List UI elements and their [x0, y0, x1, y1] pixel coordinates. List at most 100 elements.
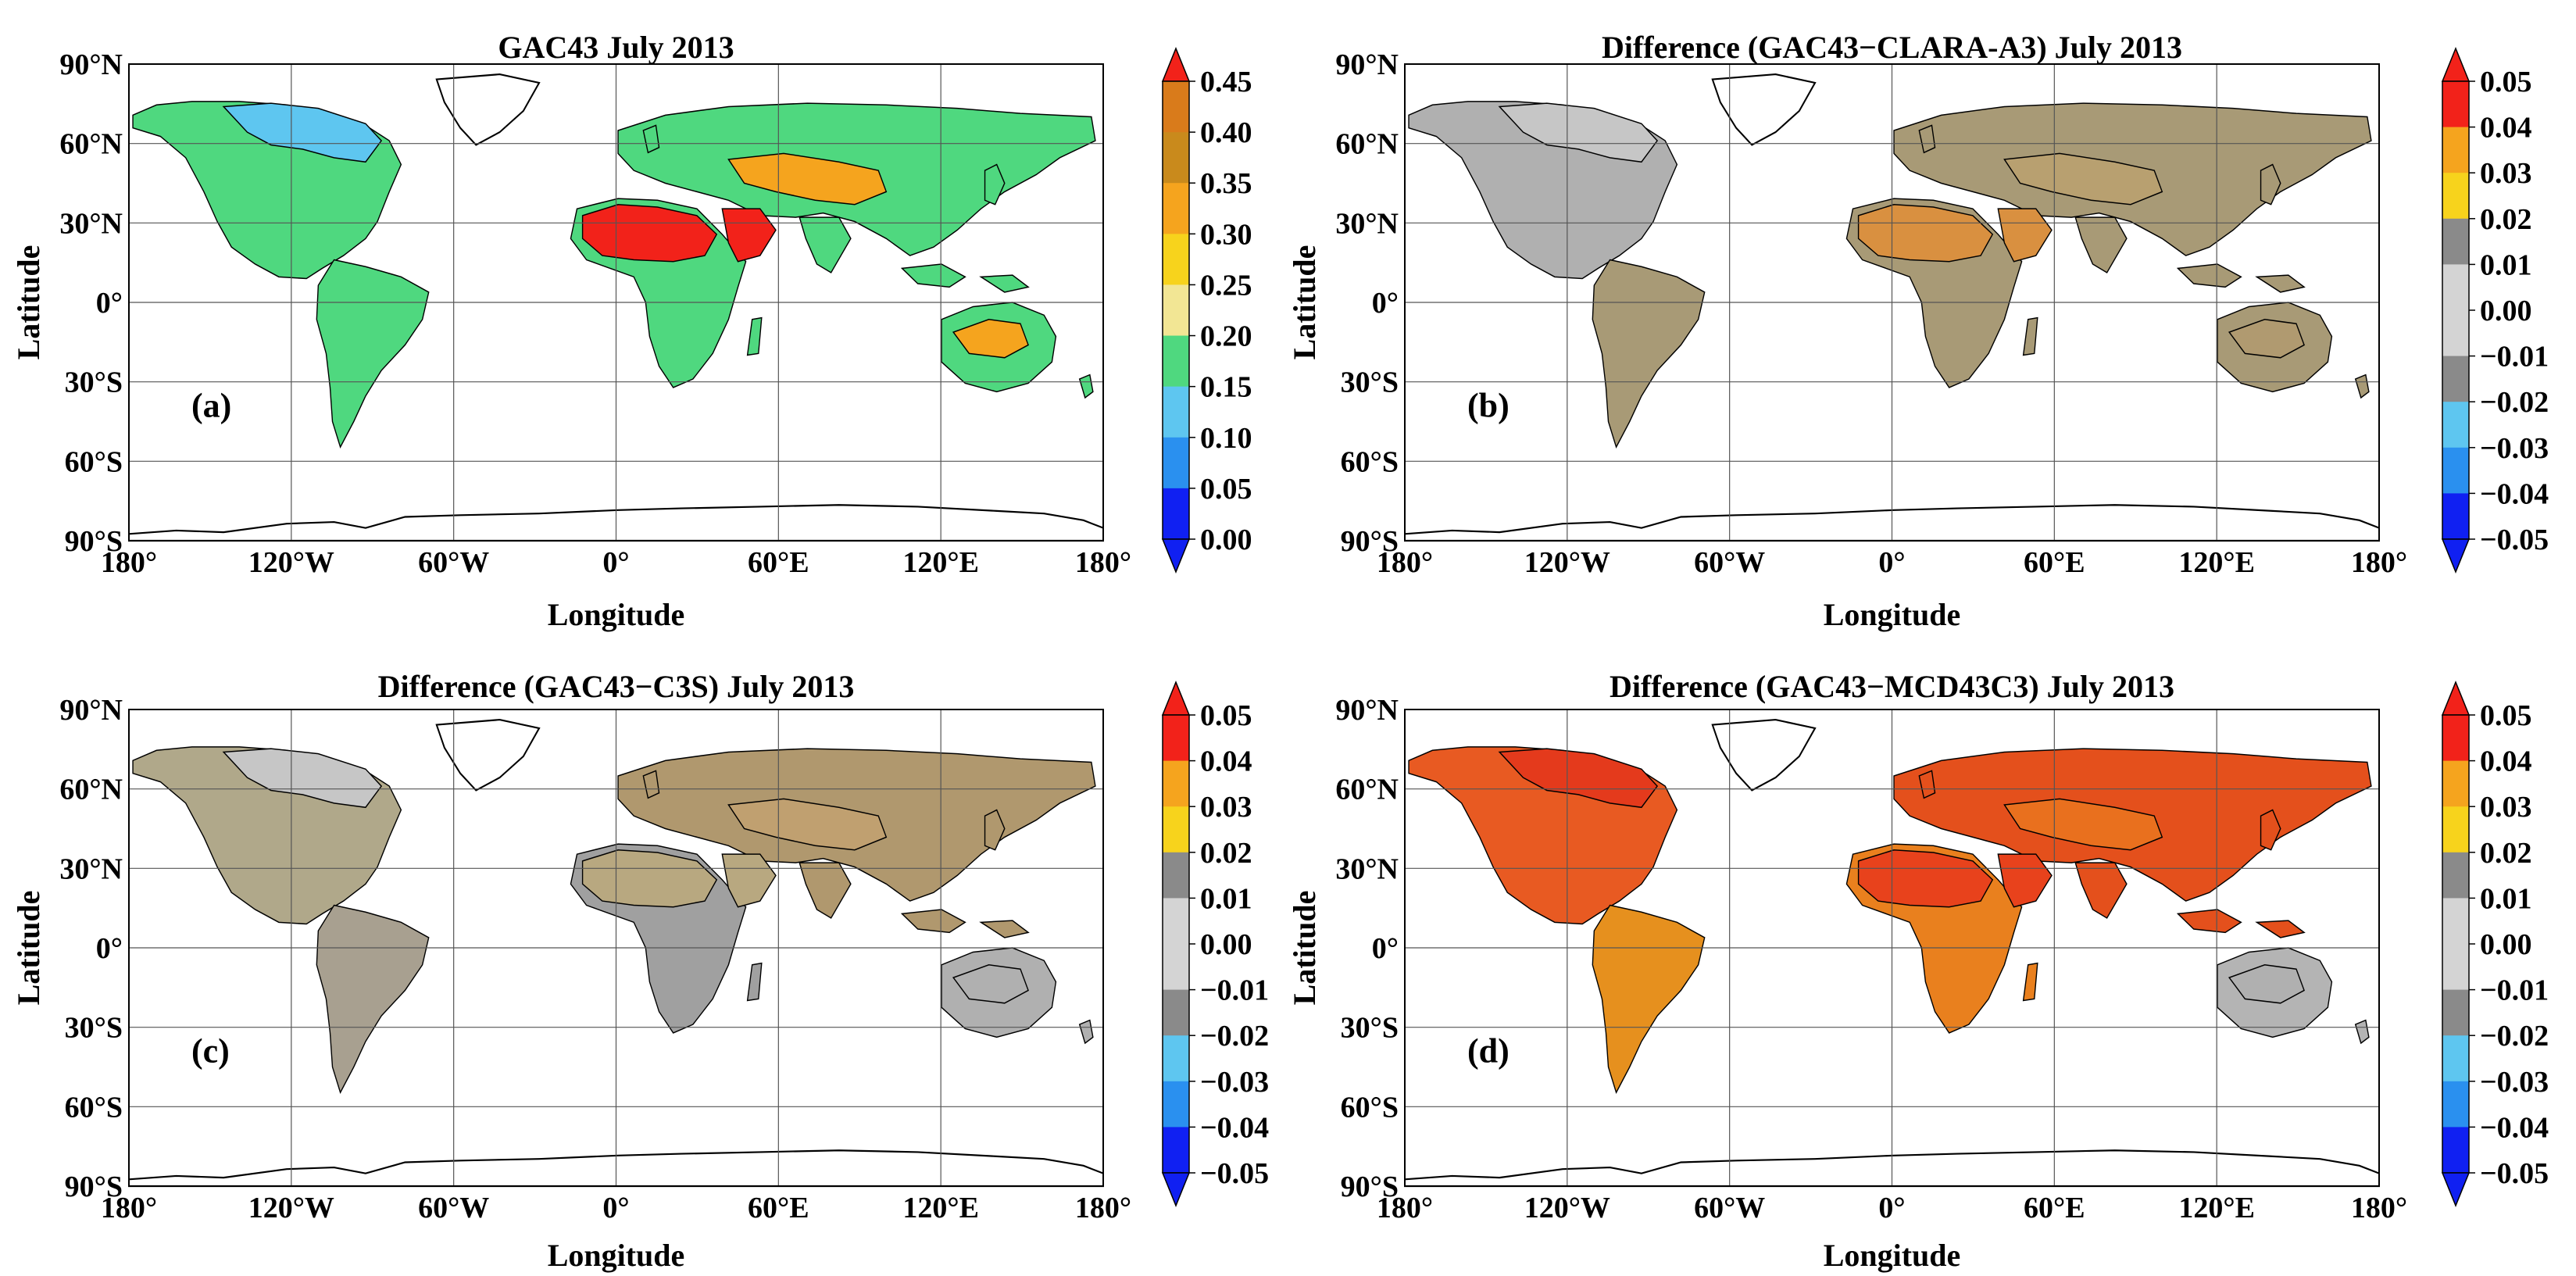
colorbar-over-arrow — [1161, 681, 1191, 716]
y-tick-label: 0° — [96, 932, 123, 965]
colorbar-tick-label: 0.04 — [1200, 745, 1252, 778]
colorbar-tick-label: −0.02 — [1200, 1020, 1269, 1053]
y-axis-label: Latitude — [1287, 245, 1322, 360]
land-japan — [2260, 163, 2281, 206]
y-tick-label: 60°N — [1335, 774, 1399, 806]
y-tick-label: 0° — [1372, 932, 1399, 965]
land-australia-interior — [952, 319, 1029, 359]
land-new-zealand — [1078, 374, 1094, 399]
colorbar-segment — [1163, 183, 1189, 234]
y-tick-label: 60°N — [1335, 128, 1399, 161]
land-layer — [1404, 73, 2381, 542]
x-tick-label: 120°W — [248, 1192, 334, 1224]
land-japan — [984, 809, 1006, 851]
colorbar-tick-label: 0.45 — [1200, 66, 1252, 98]
colorbar-under-arrow — [2441, 538, 2471, 574]
colorbar-segment — [2442, 310, 2469, 357]
land-japan — [984, 163, 1006, 206]
colorbar-over-arrow — [2441, 47, 2471, 82]
colorbar-segment — [2442, 356, 2469, 402]
land-south-america — [316, 904, 430, 1095]
colorbar-tick-label: −0.02 — [2480, 386, 2549, 419]
colorbar-segment — [1163, 386, 1189, 438]
colorbar-tick-label: 0.05 — [2480, 699, 2532, 732]
colorbar-segment — [2442, 447, 2469, 494]
colorbar-tick-label: −0.05 — [2480, 524, 2549, 556]
colorbar-tick-label: 0.10 — [1200, 422, 1252, 455]
colorbar-tick-label: −0.02 — [2480, 1020, 2549, 1053]
colorbar-tick-label: −0.04 — [2480, 477, 2549, 510]
colorbar-segment — [2442, 806, 2469, 853]
land-madagascar — [2022, 316, 2038, 356]
land-india — [799, 862, 852, 919]
colorbar-tick-label: 0.00 — [2480, 928, 2532, 961]
colorbar-over-arrow — [1161, 47, 1191, 82]
y-tick-label: 60°N — [59, 128, 123, 161]
x-tick-label: 60°E — [748, 1192, 809, 1224]
y-tick-label: 90°N — [1335, 48, 1399, 81]
colorbar-tick-label: −0.04 — [2480, 1111, 2549, 1144]
colorbar-tick-label: −0.04 — [1200, 1111, 1269, 1144]
land-greenland — [435, 73, 541, 146]
colorbar-tick-label: 0.02 — [2480, 203, 2532, 236]
map-panel-c: Difference (GAC43−C3S) July 2013 (c) 90°N 6… — [11, 669, 1269, 1273]
colorbar-segment — [1163, 989, 1189, 1036]
colorbar: 0.05 0.04 0.03 0.02 0.01 0.00 −0.01 −0.02 −0.03 −… — [1161, 681, 1269, 1207]
land-madagascar — [2022, 962, 2038, 1002]
x-tick-label: 120°E — [2178, 546, 2255, 579]
land-new-guinea — [979, 920, 1030, 938]
colorbar-tick-label: 0.30 — [1200, 218, 1252, 251]
colorbar-segment — [2442, 402, 2469, 449]
map-panel-b: Difference (GAC43−CLARA-A3) July 2013 (b)… — [1287, 30, 2549, 632]
land-central-asia — [2003, 152, 2163, 206]
colorbar-tick-label: 0.03 — [2480, 157, 2532, 190]
land-central-asia — [727, 798, 888, 851]
x-tick-label: 60°W — [418, 1192, 489, 1224]
colorbar-under-arrow — [1161, 538, 1191, 574]
land-canada — [222, 748, 383, 809]
colorbar-segment — [1163, 715, 1189, 762]
colorbar-tick-label: 0.02 — [1200, 837, 1252, 870]
panel-title: Difference (GAC43−C3S) July 2013 — [378, 669, 855, 704]
panel-title: Difference (GAC43−MCD43C3) July 2013 — [1610, 669, 2174, 704]
colorbar-segment — [2442, 81, 2469, 128]
panel-title: GAC43 July 2013 — [498, 30, 734, 65]
colorbar: 0.05 0.04 0.03 0.02 0.01 0.00 −0.01 −0.02 −0.03 −… — [2441, 47, 2549, 574]
x-tick-label: 0° — [602, 546, 629, 579]
colorbar-tick-label: 0.02 — [2480, 837, 2532, 870]
colorbar-segment — [2442, 944, 2469, 991]
x-tick-label: 180° — [1075, 546, 1131, 579]
colorbar-tick-label: 0.03 — [2480, 791, 2532, 824]
colorbar-tick-label: −0.03 — [2480, 1066, 2549, 1099]
colorbar-segment — [2442, 760, 2469, 807]
colorbar-segment — [1163, 335, 1189, 388]
colorbar-tick-label: −0.05 — [1200, 1157, 1269, 1190]
y-tick-label: 90°N — [1335, 694, 1399, 727]
colorbar: 0.45 0.40 0.35 0.30 0.25 0.20 0.15 0.10 0.05 0.00 — [1161, 47, 1252, 574]
land-madagascar — [746, 316, 763, 356]
gridlines — [129, 64, 1103, 541]
land-sea-islands — [900, 263, 966, 288]
y-tick-label: 0° — [1372, 287, 1399, 320]
map-frame — [1404, 709, 2380, 1187]
colorbar-tick-label: 0.01 — [1200, 882, 1252, 915]
gridlines — [1405, 64, 2379, 541]
colorbar-segment — [1163, 852, 1189, 899]
x-tick-label: 60°W — [1694, 1192, 1765, 1224]
y-tick-label: 90°S — [65, 1171, 123, 1203]
x-axis-label: Longitude — [1824, 597, 1961, 632]
y-tick-label: 90°S — [1341, 525, 1399, 558]
gridlines — [1405, 709, 2379, 1186]
colorbar-tick-label: 0.35 — [1200, 167, 1252, 200]
land-south-america — [1592, 259, 1706, 449]
land-india — [2074, 216, 2128, 273]
x-tick-label: 180° — [1377, 546, 1433, 579]
y-tick-label: 90°S — [65, 525, 123, 558]
x-tick-label: 120°E — [902, 1192, 979, 1224]
land-india — [799, 216, 852, 273]
colorbar-tick-label: −0.01 — [2480, 341, 2549, 374]
land-greenland — [435, 718, 541, 792]
land-arabia — [1997, 208, 2053, 263]
land-new-zealand — [2354, 374, 2370, 399]
